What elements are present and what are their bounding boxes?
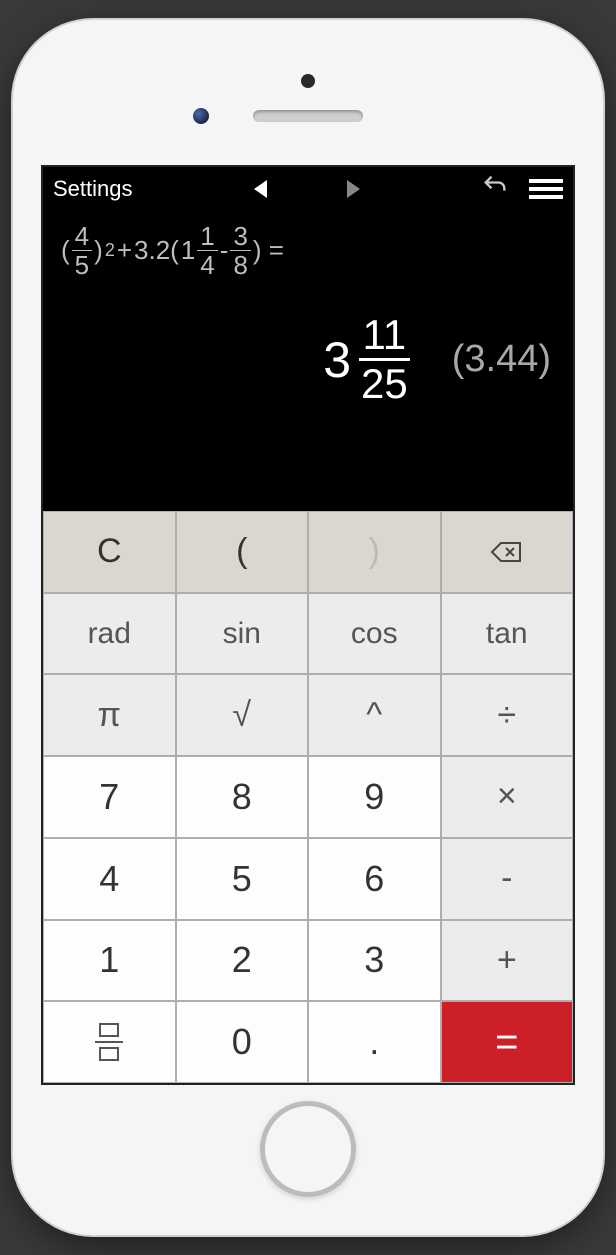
expr-pow: 2 — [105, 240, 115, 261]
backspace-icon — [489, 538, 525, 566]
camera-dot — [301, 74, 315, 88]
expr-part: - — [220, 235, 229, 266]
display-area: ( 4 5 )2 + 3.2( 1 1 4 - 3 — [43, 211, 573, 511]
cursor-nav — [143, 180, 472, 198]
equals-button[interactable]: = — [441, 1001, 574, 1083]
expr-part: + — [117, 235, 132, 266]
frac-num: 4 — [72, 223, 92, 251]
digit-5-button[interactable]: 5 — [176, 838, 309, 920]
tan-button[interactable]: tan — [441, 593, 574, 675]
frac-den: 5 — [72, 251, 92, 278]
expr-fraction: 1 4 — [197, 223, 217, 278]
digit-9-button[interactable]: 9 — [308, 756, 441, 838]
pi-button[interactable]: π — [43, 674, 176, 756]
digit-6-button[interactable]: 6 — [308, 838, 441, 920]
subtract-button[interactable]: - — [441, 838, 574, 920]
menu-icon[interactable] — [529, 179, 563, 199]
speaker-grille — [253, 110, 363, 122]
cursor-left-icon[interactable] — [254, 180, 267, 198]
frac-num: 1 — [197, 223, 217, 251]
phone-frame: Settings ( 4 5 )2 — [13, 20, 603, 1235]
expr-mixed: 1 1 4 — [181, 223, 218, 278]
add-button[interactable]: + — [441, 920, 574, 1002]
digit-8-button[interactable]: 8 — [176, 756, 309, 838]
mixed-whole: 1 — [181, 235, 195, 266]
fraction-button[interactable] — [43, 1001, 176, 1083]
result-fraction: 3 11 25 — [323, 314, 412, 405]
cos-button[interactable]: cos — [308, 593, 441, 675]
sin-button[interactable]: sin — [176, 593, 309, 675]
app-screen: Settings ( 4 5 )2 — [41, 165, 575, 1085]
frac-num: 3 — [230, 223, 250, 251]
result-whole: 3 — [323, 331, 351, 389]
digit-7-button[interactable]: 7 — [43, 756, 176, 838]
sqrt-button[interactable]: √ — [176, 674, 309, 756]
backspace-button[interactable] — [441, 511, 574, 593]
result-den: 25 — [357, 361, 412, 405]
multiply-button[interactable]: × — [441, 756, 574, 838]
digit-3-button[interactable]: 3 — [308, 920, 441, 1002]
rparen-button[interactable]: ) — [308, 511, 441, 593]
expr-part: ( — [61, 235, 70, 266]
cursor-right-icon[interactable] — [347, 180, 360, 198]
expr-fraction: 3 8 — [230, 223, 250, 278]
home-button[interactable] — [260, 1101, 356, 1197]
proximity-sensor — [193, 108, 209, 124]
digit-1-button[interactable]: 1 — [43, 920, 176, 1002]
frac-den: 4 — [197, 251, 217, 278]
keypad: C ( ) rad sin cos tan π √ ^ ÷ 7 8 9 × 4 — [43, 511, 573, 1083]
digit-0-button[interactable]: 0 — [176, 1001, 309, 1083]
fraction-icon — [95, 1023, 123, 1061]
settings-button[interactable]: Settings — [53, 176, 133, 202]
top-toolbar: Settings — [43, 167, 573, 211]
clear-button[interactable]: C — [43, 511, 176, 593]
result-num: 11 — [359, 314, 411, 361]
digit-2-button[interactable]: 2 — [176, 920, 309, 1002]
rad-button[interactable]: rad — [43, 593, 176, 675]
pow-button[interactable]: ^ — [308, 674, 441, 756]
digit-4-button[interactable]: 4 — [43, 838, 176, 920]
expression-text: ( 4 5 )2 + 3.2( 1 1 4 - 3 — [61, 223, 555, 278]
expr-part: ) = — [253, 235, 284, 266]
divide-button[interactable]: ÷ — [441, 674, 574, 756]
decimal-button[interactable]: . — [308, 1001, 441, 1083]
expr-part: ) — [94, 235, 103, 266]
undo-button[interactable] — [481, 172, 509, 206]
expr-fraction: 4 5 — [72, 223, 92, 278]
result-row: 3 11 25 (3.44) — [61, 314, 555, 405]
lparen-button[interactable]: ( — [176, 511, 309, 593]
expr-part: 3.2( — [134, 235, 179, 266]
result-decimal: (3.44) — [452, 338, 551, 381]
frac-den: 8 — [230, 251, 250, 278]
